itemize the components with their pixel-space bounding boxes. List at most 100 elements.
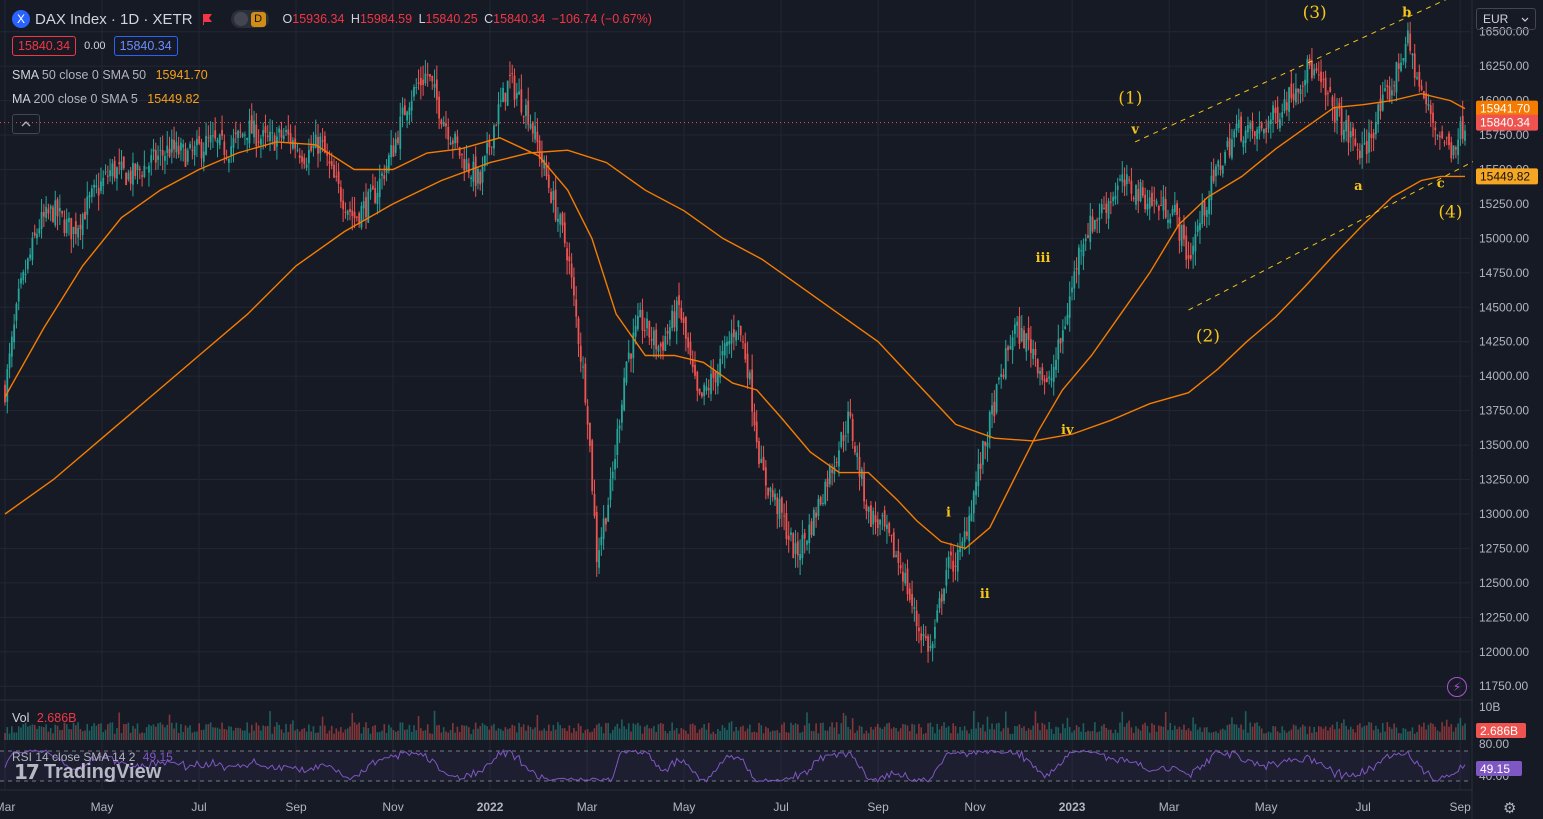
price-tick-label: 16500.00 bbox=[1479, 25, 1529, 39]
volume-bar bbox=[940, 726, 943, 740]
volume-bar bbox=[1336, 721, 1338, 740]
watermark-text: TradingView bbox=[43, 761, 162, 783]
volume-bar bbox=[1020, 727, 1023, 740]
candle-body bbox=[166, 145, 169, 153]
volume-bar bbox=[374, 725, 376, 740]
volume-bar bbox=[1000, 731, 1002, 740]
candle-body bbox=[262, 130, 265, 137]
candle-body bbox=[838, 450, 840, 467]
candle-body bbox=[1340, 108, 1343, 136]
currency-select[interactable]: EUR bbox=[1476, 8, 1536, 30]
price-axis[interactable]: 11750.00 12000.00 12250.00 12500.00 12750.00… bbox=[1473, 0, 1543, 819]
time-axis[interactable]: Mar May Jul Sep Nov 2022 Mar May Jul Sep Nov 2023 Ma… bbox=[0, 800, 1471, 814]
candle-body bbox=[333, 165, 335, 178]
symbol-logo-icon: X bbox=[12, 10, 30, 28]
candle-body bbox=[776, 497, 779, 515]
price-tick-label: 14750.00 bbox=[1479, 266, 1529, 280]
sell-button[interactable]: 15840.34 bbox=[12, 36, 77, 56]
volume-bar bbox=[1066, 717, 1069, 740]
volume-bar bbox=[266, 725, 269, 740]
candle-body bbox=[963, 531, 966, 543]
volume-bar bbox=[1281, 726, 1284, 740]
volume-bar bbox=[1322, 728, 1325, 740]
volume-bar bbox=[8, 733, 11, 740]
volume-bar bbox=[993, 729, 996, 740]
volume-bar bbox=[760, 725, 763, 740]
volume-bar bbox=[81, 731, 84, 740]
volume-bar bbox=[445, 731, 447, 740]
volume-bar bbox=[426, 724, 429, 740]
candle-body bbox=[568, 256, 571, 262]
volume-bar bbox=[340, 727, 342, 740]
volume-bar bbox=[696, 732, 699, 740]
candle-body bbox=[111, 163, 114, 177]
volume-bar bbox=[810, 730, 813, 740]
collapse-legend-button[interactable] bbox=[12, 114, 40, 134]
volume-bar bbox=[95, 725, 98, 740]
volume-bar bbox=[595, 724, 598, 740]
candle-body bbox=[1018, 316, 1021, 344]
candle-body bbox=[497, 104, 500, 125]
volume-bar bbox=[61, 729, 63, 740]
candle-body bbox=[1306, 59, 1309, 84]
lightning-icon[interactable]: ⚡ bbox=[1447, 677, 1467, 697]
volume-bar bbox=[728, 722, 731, 740]
volume-bar bbox=[1171, 730, 1174, 740]
price-tick-label: 13750.00 bbox=[1479, 404, 1529, 418]
volume-bar bbox=[563, 728, 566, 740]
volume-bar bbox=[673, 730, 676, 740]
volume-bar bbox=[301, 729, 303, 740]
candle-body bbox=[483, 155, 486, 167]
candle-body bbox=[938, 598, 941, 609]
volume-bar bbox=[598, 723, 600, 740]
candle-body bbox=[143, 165, 146, 177]
sma50-legend[interactable]: SMA 50 close 0 SMA 50 15941.70 bbox=[12, 68, 208, 82]
symbol-title[interactable]: DAX Index · 1D · XETR bbox=[35, 10, 193, 28]
volume-bar bbox=[689, 724, 692, 740]
candle-body bbox=[664, 336, 667, 352]
volume-bar bbox=[739, 726, 742, 740]
candle-body bbox=[931, 643, 934, 649]
flag-icon[interactable] bbox=[201, 13, 213, 25]
volume-bar bbox=[296, 729, 299, 740]
volume-bar bbox=[330, 725, 333, 740]
candle-body bbox=[911, 594, 913, 606]
volume-bar bbox=[959, 726, 961, 740]
volume-bar bbox=[429, 733, 431, 740]
volume-bar bbox=[929, 722, 932, 740]
volume-bar bbox=[922, 733, 925, 740]
gear-icon[interactable]: ⚙ bbox=[1503, 800, 1517, 817]
candle-body bbox=[390, 145, 393, 158]
volume-bar bbox=[495, 730, 498, 740]
volume-bar bbox=[767, 728, 769, 740]
visibility-toggle[interactable]: D bbox=[230, 10, 269, 28]
volume-bar bbox=[100, 723, 102, 740]
candle-body bbox=[255, 124, 258, 146]
volume-bar bbox=[550, 731, 552, 740]
candle-body bbox=[904, 572, 907, 584]
volume-bar bbox=[1448, 726, 1450, 740]
volume-bar bbox=[449, 730, 452, 740]
volume-bar bbox=[1256, 722, 1258, 740]
rsi-legend[interactable]: RSI 14 close SMA 14 2 49.15 bbox=[12, 750, 173, 764]
volume-bar bbox=[326, 733, 328, 740]
volume-bar bbox=[991, 723, 993, 740]
volume-legend[interactable]: Vol 2.686B bbox=[12, 711, 77, 725]
candle-body bbox=[705, 386, 708, 391]
ma200-legend[interactable]: MA 200 close 0 SMA 5 15449.82 bbox=[12, 92, 199, 106]
candle-body bbox=[1233, 131, 1236, 138]
candle-body bbox=[959, 546, 961, 552]
buy-button[interactable]: 15840.34 bbox=[113, 36, 178, 56]
volume-bar bbox=[1080, 731, 1082, 740]
volume-bar bbox=[257, 725, 260, 740]
volume-bar bbox=[849, 729, 852, 740]
volume-bar bbox=[1356, 725, 1359, 740]
candle-body bbox=[100, 181, 102, 191]
candle-body bbox=[509, 74, 511, 77]
tradingview-watermark: 𝟭𝟳 TradingView bbox=[14, 760, 161, 785]
candle-body bbox=[1260, 122, 1263, 129]
candle-body bbox=[728, 340, 731, 345]
candle-body bbox=[1288, 87, 1290, 112]
candle-body bbox=[1345, 120, 1348, 132]
